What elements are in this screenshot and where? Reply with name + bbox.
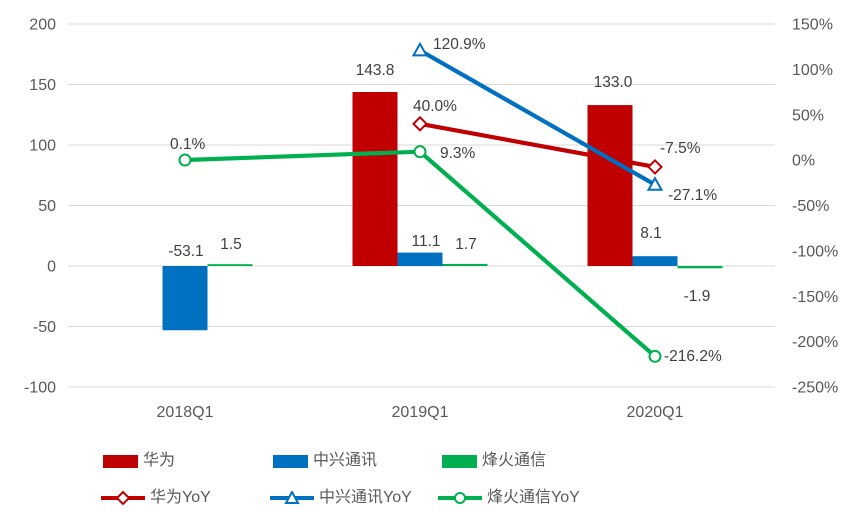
left-axis-tick-label: -50 — [33, 319, 56, 336]
line-data-label: -216.2% — [664, 348, 722, 365]
right-axis-tick-label: -200% — [792, 334, 838, 351]
bar-2019Q1 — [397, 252, 443, 266]
bar-data-label: 1.7 — [455, 236, 477, 253]
right-axis-tick-label: 150% — [792, 17, 833, 34]
x-axis-category-label: 2020Q1 — [627, 404, 684, 421]
swatch-rect — [273, 454, 308, 468]
bar-data-label: 133.0 — [594, 74, 633, 91]
legend-label-fiberhome-yoy: 烽火通信YoY — [487, 489, 580, 506]
legend-item-huawei-yoy: 华为YoY — [101, 489, 211, 507]
bar-2020Q1 — [587, 105, 633, 266]
legend-label-huawei: 华为 — [143, 452, 176, 469]
swatch-rect — [103, 454, 138, 468]
legend-item-zte-yoy: 中兴通讯YoY — [270, 489, 412, 507]
legend-label-huawei-yoy: 华为YoY — [150, 489, 211, 506]
bar-2020Q1 — [677, 266, 723, 269]
legend-label-fiberhome: 烽火通信 — [482, 452, 547, 469]
right-axis-tick-label: -250% — [792, 380, 838, 397]
right-axis-tick-label: -50% — [792, 198, 829, 215]
fiberhome-bar-swatch-icon — [442, 454, 477, 468]
left-axis-tick-label: 0 — [47, 259, 56, 276]
swatch-rect — [442, 454, 477, 468]
triangle-marker-icon — [284, 491, 300, 504]
line-data-label: 40.0% — [413, 98, 457, 115]
circle-marker-icon — [413, 145, 427, 159]
bar-data-label: 143.8 — [356, 62, 395, 79]
legend-item-huawei: 华为 — [103, 452, 175, 470]
line-data-label: -27.1% — [668, 187, 717, 204]
diamond-marker-icon — [115, 491, 131, 505]
yoy-line — [417, 48, 658, 187]
bar-2019Q1 — [442, 263, 488, 266]
huawei-yoy-line-swatch-icon — [101, 491, 145, 505]
right-axis-tick-label: 100% — [792, 62, 833, 79]
right-axis-tick-label: 0% — [792, 153, 815, 170]
x-axis-category-label: 2018Q1 — [157, 404, 214, 421]
triangle-marker-icon — [646, 176, 664, 191]
line-data-label: 9.3% — [440, 145, 476, 162]
diamond-marker-icon — [412, 115, 428, 132]
huawei-bar-swatch-icon — [103, 454, 138, 468]
triangle-marker-icon — [411, 41, 429, 57]
bar-data-label: -1.9 — [684, 288, 711, 305]
right-axis-tick-label: -150% — [792, 289, 838, 306]
right-axis-tick-label: -100% — [792, 243, 838, 260]
left-axis-tick-label: -100 — [24, 380, 56, 397]
line-data-label: 0.1% — [170, 136, 206, 153]
bar-data-label: 8.1 — [640, 225, 662, 242]
line-data-label: 120.9% — [433, 36, 486, 53]
legend-label-zte-yoy: 中兴通讯YoY — [319, 489, 412, 506]
zte-yoy-line-swatch-icon — [270, 491, 314, 504]
zte-bar-swatch-icon — [273, 454, 308, 468]
bar-data-label: 11.1 — [411, 233, 440, 250]
legend-item-fiberhome: 烽火通信 — [442, 452, 546, 470]
left-axis-tick-label: 200 — [29, 17, 56, 34]
fiberhome-yoy-line-swatch-icon — [438, 492, 482, 504]
right-axis-tick-label: 50% — [792, 107, 824, 124]
circle-marker-icon — [454, 492, 466, 504]
bar-2018Q1 — [162, 266, 208, 331]
legend-item-fiberhome-yoy: 烽火通信YoY — [438, 489, 580, 507]
circle-marker-icon — [648, 349, 662, 363]
circle-marker-icon — [178, 153, 192, 167]
yoy-line — [417, 121, 658, 170]
bar-data-label: 1.5 — [220, 236, 242, 253]
legend-label-zte: 中兴通讯 — [313, 452, 378, 469]
bar-2020Q1 — [632, 256, 678, 266]
line-data-label: -7.5% — [660, 140, 701, 157]
x-axis-category-label: 2019Q1 — [392, 404, 449, 421]
left-axis-tick-label: 50 — [38, 198, 56, 215]
left-axis-tick-label: 100 — [29, 138, 56, 155]
bar-data-label: -53.1 — [168, 243, 203, 260]
bar-2019Q1 — [352, 92, 398, 266]
left-axis-tick-label: 150 — [29, 77, 56, 94]
legend-item-zte: 中兴通讯 — [273, 452, 377, 470]
diamond-marker-icon — [647, 159, 663, 175]
bar-2018Q1 — [207, 264, 253, 266]
